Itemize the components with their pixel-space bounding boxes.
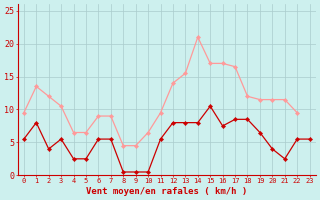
X-axis label: Vent moyen/en rafales ( km/h ): Vent moyen/en rafales ( km/h ) — [86, 187, 247, 196]
